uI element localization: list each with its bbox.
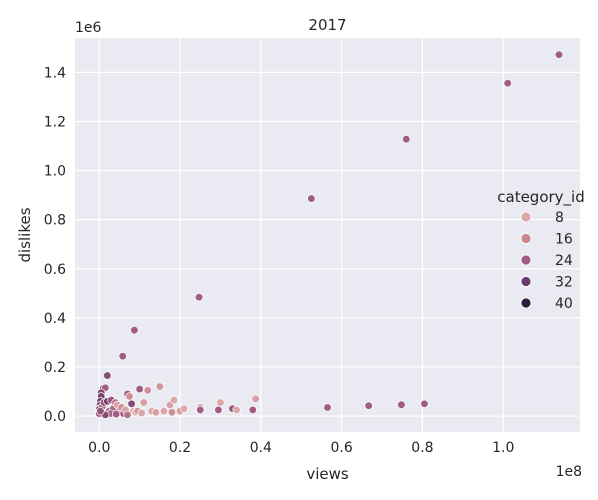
x-tick-label: 0.6 (331, 440, 353, 456)
grid-lines (75, 38, 580, 432)
data-point (216, 398, 225, 407)
x-tick-label: 0.2 (169, 440, 191, 456)
y-tick-label: 1.0 (44, 164, 66, 180)
scatter-points (95, 50, 564, 419)
x-tick-label: 0.8 (411, 440, 433, 456)
y-tick-label: 0.8 (44, 213, 66, 229)
legend: category_id 8 16 24 32 40 (497, 188, 584, 312)
y-axis-offset-label: 1e6 (75, 20, 102, 36)
data-point (503, 79, 512, 88)
x-axis-offset-label: 1e8 (556, 464, 582, 480)
data-point (251, 394, 260, 404)
x-tick-label: 1.0 (492, 440, 514, 456)
data-point (137, 408, 146, 418)
data-point (167, 408, 177, 417)
y-tick-label: 0.6 (44, 262, 66, 278)
legend-marker (520, 233, 532, 244)
data-point (232, 405, 241, 415)
x-tick-labels: 0.0 0.2 0.4 0.6 0.8 1.0 (88, 440, 514, 456)
data-point (402, 134, 411, 144)
y-tick-label: 0.2 (44, 360, 66, 376)
data-point (125, 392, 134, 401)
data-point (112, 409, 121, 419)
data-point (143, 386, 152, 395)
legend-label: 8 (555, 210, 564, 226)
y-tick-label: 1.2 (44, 114, 66, 130)
data-point (554, 50, 564, 59)
data-point (103, 371, 112, 380)
data-point (248, 405, 257, 415)
y-tick-label: 1.4 (44, 65, 66, 81)
legend-marker (520, 211, 532, 223)
legend-title: category_id (497, 188, 584, 207)
data-point (397, 400, 406, 409)
legend-marker (520, 297, 532, 309)
legend-marker (520, 276, 532, 287)
y-axis-label: dislikes (16, 207, 34, 262)
data-point (135, 384, 144, 394)
legend-label: 24 (555, 253, 573, 269)
plot-area (75, 38, 580, 432)
data-point (96, 406, 105, 416)
chart-title: 2017 (308, 16, 346, 34)
y-tick-label: 0.0 (44, 409, 66, 425)
data-point (307, 194, 316, 203)
legend-marker (520, 254, 532, 266)
data-point (123, 410, 132, 419)
legend-label: 40 (555, 296, 573, 312)
data-point (159, 406, 169, 416)
y-tick-label: 0.4 (44, 311, 66, 327)
data-point (139, 398, 148, 407)
legend-label: 16 (555, 232, 573, 248)
legend-label: 32 (555, 275, 573, 291)
data-point (214, 405, 223, 415)
data-point (323, 403, 332, 412)
data-point (118, 351, 127, 361)
data-point (155, 382, 164, 391)
x-tick-label: 0.4 (250, 440, 272, 456)
data-point (127, 399, 136, 408)
data-point (179, 404, 189, 413)
x-axis-label: views (306, 465, 349, 483)
data-point (194, 293, 204, 302)
data-point (196, 405, 205, 415)
y-tick-labels: 0.0 0.2 0.4 0.6 0.8 1.0 1.2 1.4 (44, 65, 66, 425)
data-point (420, 399, 429, 408)
data-point (151, 408, 160, 417)
data-point (130, 325, 139, 335)
data-point (364, 401, 373, 410)
x-tick-label: 0.0 (88, 440, 110, 456)
data-point (169, 395, 179, 405)
